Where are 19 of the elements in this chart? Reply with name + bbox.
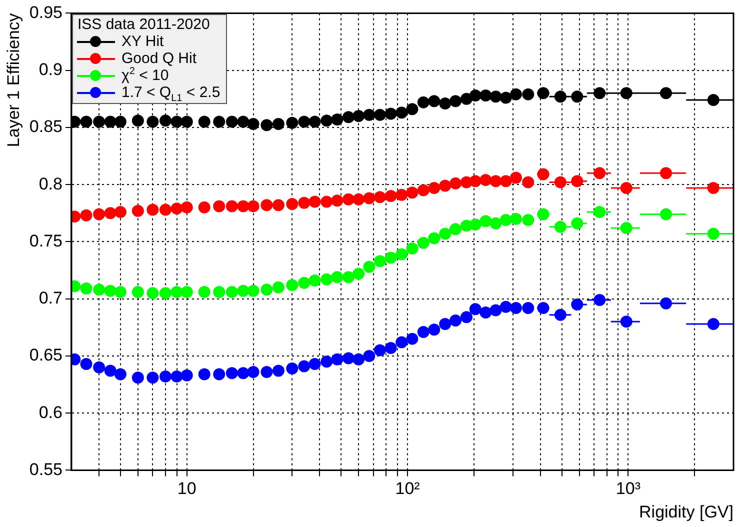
y-tick-label: 0.6: [38, 402, 62, 422]
y-tick-label: 0.65: [29, 346, 62, 365]
legend-label: XY Hit: [121, 33, 164, 50]
y-tick-label: 0.7: [38, 288, 62, 308]
y-tick-label: 0.75: [29, 231, 62, 250]
legend-label: χ$^{2}$ < 10: [121, 66, 169, 84]
x-tick-label: 10²: [395, 479, 420, 498]
x-axis-title: Rigidity [GV]: [639, 502, 734, 522]
legend-label: Good Q Hit: [121, 50, 197, 68]
x-tick-label: 10: [177, 479, 196, 498]
y-tick-label: 0.8: [38, 174, 62, 194]
x-tick-label: 10³: [616, 479, 641, 498]
y-tick-label: 0.55: [29, 460, 62, 479]
y-tick-label: 0.9: [38, 60, 62, 80]
legend-label: 1.7 < Q$_{L1}$ < 2.5: [121, 84, 220, 104]
y-tick-label: 0.85: [29, 117, 62, 136]
y-axis-title: Layer 1 Efficiency: [4, 12, 23, 148]
legend-title: ISS data 2011-2020: [77, 16, 211, 34]
y-tick-label: 0.95: [29, 2, 62, 22]
